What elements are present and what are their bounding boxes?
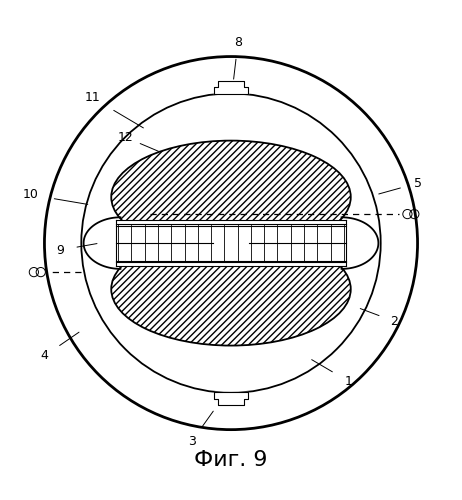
Text: 1: 1 bbox=[345, 375, 353, 388]
Text: 10: 10 bbox=[23, 188, 38, 201]
Text: 12: 12 bbox=[117, 130, 133, 143]
Text: 2: 2 bbox=[390, 315, 398, 328]
Circle shape bbox=[44, 56, 418, 430]
Polygon shape bbox=[214, 80, 248, 94]
FancyBboxPatch shape bbox=[116, 220, 346, 266]
Text: 9: 9 bbox=[57, 244, 65, 256]
Text: 8: 8 bbox=[234, 36, 242, 49]
Text: 5: 5 bbox=[413, 176, 421, 190]
Text: Фиг. 9: Фиг. 9 bbox=[194, 450, 268, 469]
Text: 4: 4 bbox=[41, 350, 49, 362]
Ellipse shape bbox=[111, 140, 351, 254]
Circle shape bbox=[81, 94, 381, 393]
Text: 11: 11 bbox=[85, 92, 101, 104]
Polygon shape bbox=[214, 392, 248, 406]
Text: 3: 3 bbox=[188, 434, 196, 448]
Ellipse shape bbox=[111, 232, 351, 345]
